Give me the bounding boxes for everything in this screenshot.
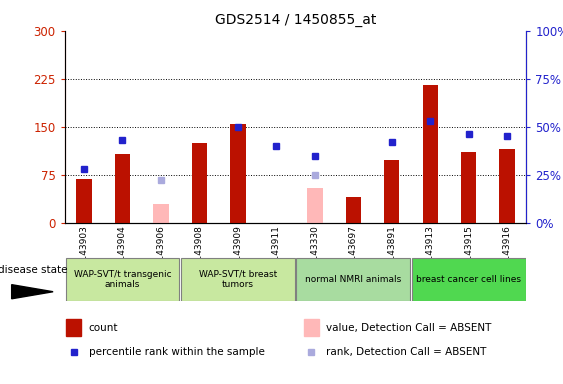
Bar <box>307 187 323 223</box>
FancyBboxPatch shape <box>412 258 526 301</box>
Text: normal NMRI animals: normal NMRI animals <box>305 275 401 284</box>
FancyBboxPatch shape <box>296 258 410 301</box>
Polygon shape <box>12 285 53 299</box>
Text: percentile rank within the sample: percentile rank within the sample <box>88 348 265 358</box>
Bar <box>461 152 476 223</box>
Text: breast cancer cell lines: breast cancer cell lines <box>416 275 521 284</box>
Bar <box>384 160 400 223</box>
Bar <box>77 179 92 223</box>
Bar <box>304 319 319 336</box>
Text: count: count <box>88 323 118 333</box>
Bar <box>115 154 130 223</box>
Title: GDS2514 / 1450855_at: GDS2514 / 1450855_at <box>215 13 376 27</box>
Text: rank, Detection Call = ABSENT: rank, Detection Call = ABSENT <box>327 348 486 358</box>
FancyBboxPatch shape <box>65 258 180 301</box>
Bar <box>346 197 361 223</box>
Text: WAP-SVT/t transgenic
animals: WAP-SVT/t transgenic animals <box>74 270 171 289</box>
Bar <box>422 85 438 223</box>
Bar <box>66 319 81 336</box>
Bar <box>153 204 169 223</box>
Bar <box>191 143 207 223</box>
Text: WAP-SVT/t breast
tumors: WAP-SVT/t breast tumors <box>199 270 277 289</box>
Bar <box>499 149 515 223</box>
FancyBboxPatch shape <box>181 258 295 301</box>
Bar <box>230 124 245 223</box>
Text: value, Detection Call = ABSENT: value, Detection Call = ABSENT <box>327 323 491 333</box>
Text: disease state: disease state <box>0 265 67 275</box>
